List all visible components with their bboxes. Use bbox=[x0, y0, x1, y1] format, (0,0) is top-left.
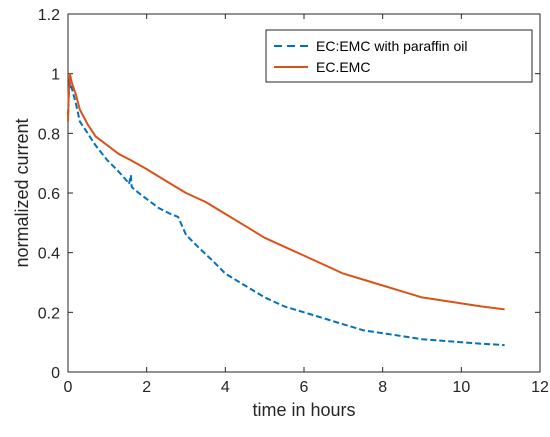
y-tick-label: 0.6 bbox=[38, 186, 60, 203]
series-line-1 bbox=[67, 72, 505, 311]
x-tick-label: 12 bbox=[531, 379, 549, 396]
x-tick-label: 0 bbox=[64, 379, 73, 396]
y-tick-label: 1 bbox=[51, 67, 60, 84]
y-axis-label: normalized current bbox=[12, 118, 32, 267]
y-tick-label: 1.2 bbox=[38, 7, 60, 24]
legend-label-paraffin: EC:EMC with paraffin oil bbox=[316, 38, 467, 54]
legend: EC:EMC with paraffin oil EC.EMC bbox=[265, 29, 533, 83]
axis-ticks: 0 2 4 6 8 10 12 0 0.2 0.4 0.6 0.8 1 1.2 bbox=[38, 7, 549, 396]
y-tick-label: 0.2 bbox=[38, 305, 60, 322]
x-tick-label: 8 bbox=[378, 379, 387, 396]
x-tick-label: 10 bbox=[452, 379, 470, 396]
x-axis-label: time in hours bbox=[252, 400, 355, 420]
legend-label-ecemc: EC.EMC bbox=[316, 59, 370, 75]
series-line-0 bbox=[67, 81, 505, 347]
y-tick-label: 0 bbox=[51, 365, 60, 382]
y-tick-label: 0.8 bbox=[38, 126, 60, 143]
x-tick-label: 6 bbox=[300, 379, 309, 396]
x-tick-label: 4 bbox=[221, 379, 230, 396]
x-tick-label: 2 bbox=[142, 379, 151, 396]
y-tick-label: 0.4 bbox=[38, 246, 60, 263]
series-layer bbox=[67, 72, 505, 347]
legend-box bbox=[265, 29, 533, 83]
